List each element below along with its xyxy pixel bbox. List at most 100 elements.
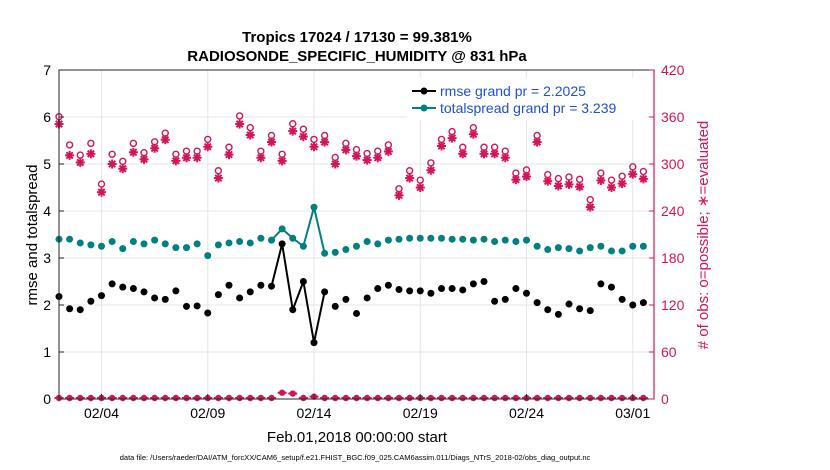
asterisk-center bbox=[407, 175, 412, 181]
rmse-point bbox=[299, 278, 307, 285]
obs-evaluated-point bbox=[638, 174, 648, 184]
asterisk-center bbox=[269, 139, 274, 145]
totalspread-point bbox=[225, 239, 233, 247]
obs-evaluated-point bbox=[362, 155, 372, 165]
rmse-point bbox=[586, 307, 594, 315]
obs-bottom-point bbox=[352, 394, 361, 402]
rmse-point bbox=[289, 306, 297, 314]
rmse-point bbox=[321, 288, 329, 296]
obs-bottom-point bbox=[468, 394, 478, 402]
obs-bottom-point bbox=[458, 394, 468, 402]
rmse-point bbox=[416, 287, 424, 295]
rmse-point bbox=[384, 281, 392, 289]
totalspread-point bbox=[544, 246, 552, 254]
obs-bottom-point bbox=[75, 394, 85, 402]
asterisk-center bbox=[364, 157, 370, 163]
obs-evaluated-point bbox=[256, 153, 266, 163]
obs-evaluated-point bbox=[352, 151, 361, 161]
rmse-point bbox=[533, 299, 541, 307]
totalspread-point bbox=[639, 242, 647, 250]
marks bbox=[54, 112, 648, 402]
obs-bottom-point bbox=[617, 394, 627, 402]
obs-bottom-point bbox=[585, 394, 595, 402]
legend-rmse-label: rmse grand pr = 2.2025 bbox=[440, 83, 586, 99]
rmse-point bbox=[629, 301, 637, 309]
totalspread-point bbox=[416, 234, 424, 242]
asterisk-center bbox=[428, 168, 434, 173]
rmse-point bbox=[608, 283, 615, 291]
obs-evaluated-point bbox=[107, 159, 117, 169]
totalspread-point bbox=[576, 247, 584, 255]
totalspread-point bbox=[321, 249, 329, 257]
totalspread-point bbox=[119, 245, 127, 253]
obs-bottom-point bbox=[192, 394, 202, 402]
x-tick-label: 02/04 bbox=[84, 405, 119, 421]
rmse-point bbox=[544, 306, 552, 314]
y-right-tick-label: 300 bbox=[661, 156, 685, 172]
rmse-point bbox=[395, 285, 403, 293]
asterisk-center bbox=[460, 151, 465, 157]
asterisk-center bbox=[577, 184, 582, 189]
totalspread-point bbox=[299, 242, 307, 250]
obs-evaluated-point bbox=[160, 135, 170, 145]
legend-box bbox=[407, 78, 647, 120]
obs-evaluated-point bbox=[405, 173, 415, 183]
asterisk-center bbox=[556, 183, 561, 189]
obs-bottom-point bbox=[182, 394, 191, 402]
totalspread-point bbox=[406, 234, 414, 242]
totalspread-point bbox=[87, 241, 95, 249]
legend: rmse grand pr = 2.2025 totalspread grand… bbox=[407, 78, 647, 120]
totalspread-point bbox=[438, 234, 445, 242]
obs-bottom-point bbox=[288, 390, 298, 397]
asterisk-center bbox=[396, 193, 402, 198]
obs-bottom-point bbox=[86, 394, 96, 402]
totalspread-point bbox=[310, 203, 318, 211]
obs-bottom-point bbox=[543, 394, 553, 402]
obs-bottom-point bbox=[575, 394, 585, 402]
totalspread-point bbox=[384, 236, 392, 244]
asterisk-center bbox=[141, 157, 147, 162]
rmse-point bbox=[331, 302, 339, 310]
plot-area bbox=[59, 70, 654, 399]
rmse-point bbox=[353, 309, 360, 317]
totalspread-point bbox=[278, 225, 286, 233]
obs-bottom-point bbox=[267, 394, 276, 402]
asterisk-center bbox=[152, 146, 157, 151]
rmse-point bbox=[448, 285, 456, 293]
obs-evaluated-point bbox=[543, 176, 553, 186]
asterisk-center bbox=[481, 151, 487, 157]
totalspread-point bbox=[214, 241, 222, 249]
obs-bottom-point bbox=[479, 394, 489, 402]
obs-bottom-point bbox=[118, 394, 128, 402]
totalspread-point bbox=[554, 244, 562, 252]
totalspread-point bbox=[353, 242, 360, 250]
totalspread-point bbox=[246, 239, 254, 247]
totalspread-point bbox=[565, 245, 573, 253]
obs-evaluated-point bbox=[277, 156, 287, 166]
obs-evaluated-point bbox=[426, 165, 436, 175]
totalspread-point bbox=[204, 252, 212, 260]
x-tick-label: 02/24 bbox=[509, 405, 544, 421]
legend-totalspread-label: totalspread grand pr = 3.239 bbox=[440, 100, 617, 116]
asterisk-center bbox=[248, 132, 253, 138]
obs-evaluated-point bbox=[415, 183, 425, 192]
totalspread-point bbox=[66, 235, 74, 243]
asterisk-center bbox=[354, 153, 359, 159]
totalspread-point bbox=[597, 242, 605, 250]
obs-evaluated-point bbox=[171, 156, 181, 166]
obs-bottom-point bbox=[383, 394, 393, 402]
obs-evaluated-point bbox=[150, 143, 160, 153]
asterisk-center bbox=[322, 139, 327, 145]
obs-bottom-point bbox=[500, 394, 510, 402]
obs-bottom-point bbox=[437, 394, 446, 402]
obs-possible-point bbox=[87, 139, 95, 148]
rmse-point bbox=[597, 280, 605, 288]
rmse-point bbox=[161, 295, 169, 303]
obs-evaluated-point bbox=[139, 154, 149, 164]
legend-rmse-marker bbox=[420, 87, 428, 95]
obs-evaluated-point bbox=[532, 137, 542, 147]
asterisk-center bbox=[67, 153, 72, 158]
asterisk-center bbox=[513, 177, 519, 182]
totalspread-point bbox=[363, 238, 371, 246]
